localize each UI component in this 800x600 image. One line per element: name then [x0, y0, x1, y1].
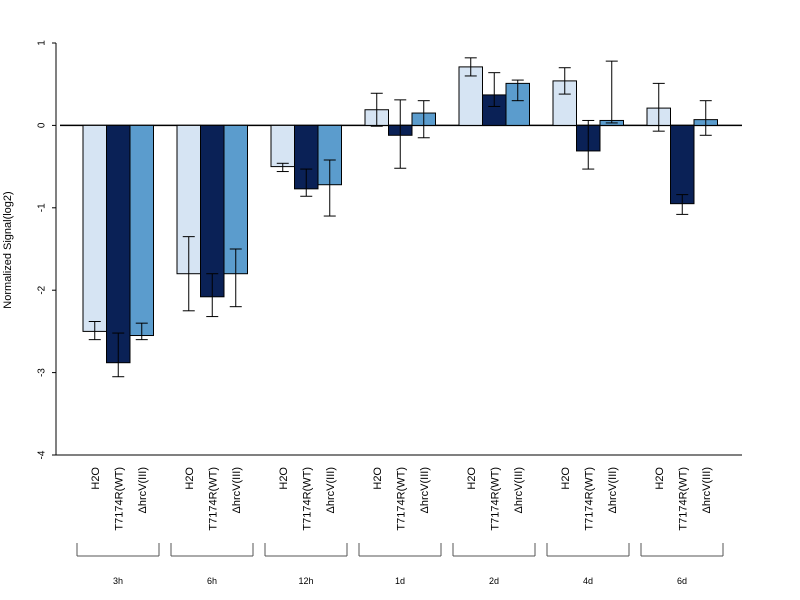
- category-label: ΔhrcV(III): [701, 467, 713, 513]
- category-label: ΔhrcV(III): [607, 467, 619, 513]
- category-label: H2O: [90, 467, 102, 490]
- category-label: H2O: [372, 467, 384, 490]
- group-brackets: 3h 6h 12h 1d 2d 4d 6d: [76, 543, 724, 586]
- category-label: H2O: [560, 467, 572, 490]
- y-tick-label: -2: [37, 285, 48, 294]
- bar: [270, 124, 295, 168]
- bar: [82, 124, 107, 332]
- y-axis-label: Normalized Signal(log2): [2, 191, 14, 308]
- group-label: 3h: [113, 576, 123, 586]
- category-label: ΔhrcV(III): [419, 467, 431, 513]
- group-label: 6d: [677, 576, 687, 586]
- group-label: 4d: [583, 576, 593, 586]
- y-tick-label: 1: [37, 40, 48, 46]
- y-tick-label: -3: [37, 368, 48, 377]
- category-label: H2O: [184, 467, 196, 490]
- bar: [106, 124, 131, 364]
- category-label: T7174R(WT): [583, 467, 595, 531]
- category-label: ΔhrcV(III): [137, 467, 149, 513]
- group-label: 6h: [207, 576, 217, 586]
- group-label: 2d: [489, 576, 499, 586]
- category-label: ΔhrcV(III): [513, 467, 525, 513]
- bar: [129, 124, 154, 337]
- y-tick-label: 0: [37, 122, 48, 128]
- category-label: T7174R(WT): [207, 467, 219, 531]
- y-tick-label: -1: [37, 203, 48, 212]
- group-label: 12h: [298, 576, 313, 586]
- category-label: H2O: [466, 467, 478, 490]
- category-label: ΔhrcV(III): [325, 467, 337, 513]
- category-label: T7174R(WT): [677, 467, 689, 531]
- category-label: T7174R(WT): [301, 467, 313, 531]
- category-label: T7174R(WT): [113, 467, 125, 531]
- category-labels: H2O T7174R(WT) ΔhrcV(III) H2O T7174R(WT) Δhrc…: [90, 467, 713, 531]
- category-label: T7174R(WT): [395, 467, 407, 531]
- error-bars: [88, 57, 712, 378]
- category-label: ΔhrcV(III): [231, 467, 243, 513]
- group-label: 1d: [395, 576, 405, 586]
- category-label: H2O: [654, 467, 666, 490]
- bar: [670, 124, 695, 205]
- category-label: T7174R(WT): [489, 467, 501, 531]
- category-label: H2O: [278, 467, 290, 490]
- y-tick-label: -4: [37, 450, 48, 459]
- bar: [200, 124, 225, 298]
